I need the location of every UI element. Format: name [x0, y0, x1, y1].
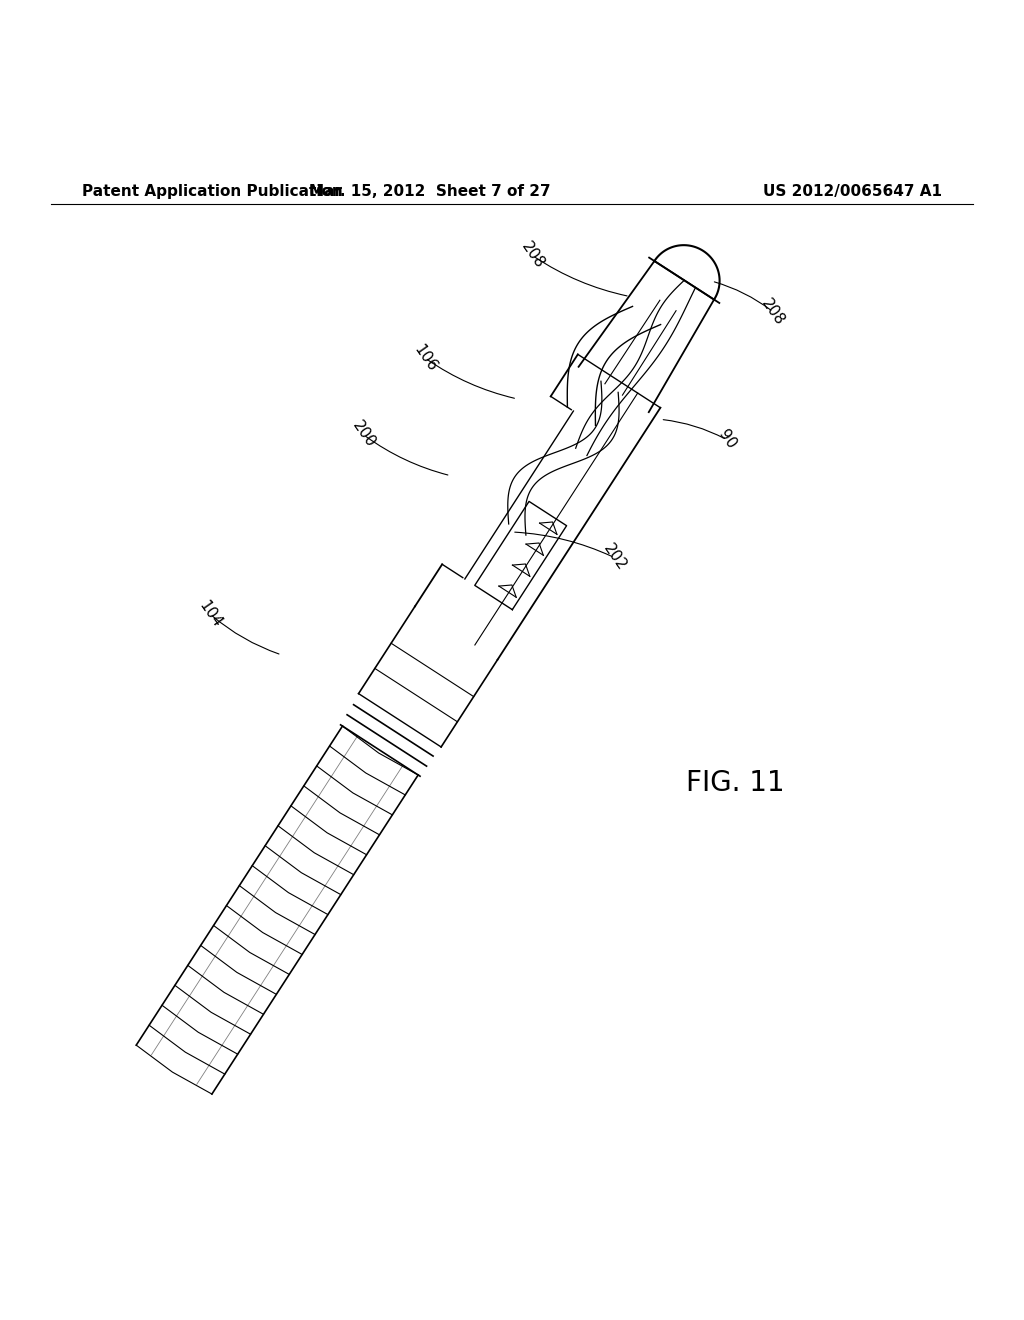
Text: Mar. 15, 2012  Sheet 7 of 27: Mar. 15, 2012 Sheet 7 of 27 [309, 183, 551, 199]
Text: 90: 90 [716, 428, 738, 451]
Text: 104: 104 [196, 598, 224, 630]
Text: 200: 200 [349, 418, 378, 451]
Text: US 2012/0065647 A1: US 2012/0065647 A1 [763, 183, 942, 199]
Text: 106: 106 [411, 342, 439, 374]
Text: FIG. 11: FIG. 11 [686, 768, 784, 797]
Text: 208: 208 [518, 239, 547, 272]
Text: Patent Application Publication: Patent Application Publication [82, 183, 343, 199]
Text: 208: 208 [759, 296, 787, 327]
Text: 202: 202 [600, 541, 629, 574]
